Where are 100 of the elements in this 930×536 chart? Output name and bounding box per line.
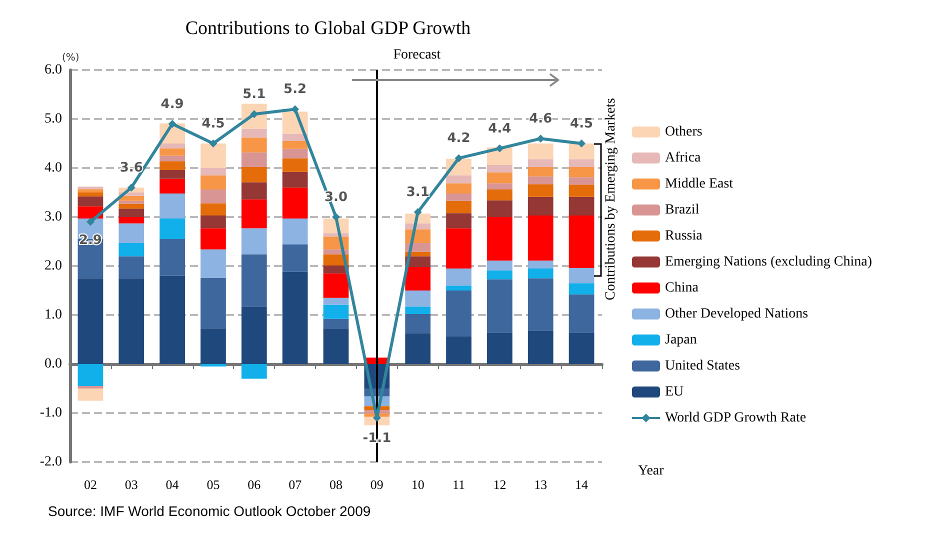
- legend-label: Other Developed Nations: [665, 306, 808, 322]
- bar: [487, 200, 512, 217]
- bar: [487, 217, 512, 261]
- bar: [568, 177, 594, 185]
- point: [332, 213, 340, 221]
- legend-label: Russia: [665, 228, 704, 244]
- y-tick-label: 5.0: [44, 112, 62, 126]
- bar: [323, 318, 349, 328]
- y-tick-label: 0.0: [44, 356, 62, 372]
- x-tick-label: 03: [124, 477, 138, 492]
- bar: [323, 273, 349, 298]
- x-tick-label: 07: [288, 477, 302, 492]
- bar: [241, 364, 267, 379]
- bar: [118, 223, 144, 243]
- bar: [118, 196, 144, 201]
- x-axis-title: Year: [638, 464, 664, 478]
- bar: [568, 159, 594, 168]
- point: [86, 218, 94, 226]
- bar: [78, 186, 104, 190]
- point: [291, 105, 300, 114]
- bar: [160, 156, 185, 162]
- bar: [528, 278, 554, 331]
- y-tick-label: -1.0: [40, 406, 62, 420]
- bar: [405, 333, 431, 364]
- data-label: 4.9: [160, 96, 184, 112]
- x-tick-label: 10: [411, 477, 424, 492]
- legend-label: Brazil: [665, 202, 700, 218]
- bar: [241, 152, 267, 168]
- bar: [528, 159, 554, 168]
- point: [209, 140, 218, 148]
- point: [168, 120, 176, 128]
- bar: [446, 290, 472, 336]
- bar: [568, 332, 594, 364]
- bar: [200, 228, 226, 250]
- source-note: Source: IMF World Economic Outlook October 2009: [48, 503, 371, 519]
- bar: [118, 200, 144, 204]
- bar: [323, 298, 349, 305]
- bar: [118, 217, 144, 224]
- bar: [78, 388, 104, 401]
- bar: [446, 286, 472, 290]
- bar: [282, 141, 308, 149]
- bar: [323, 304, 349, 319]
- bar: [282, 158, 308, 172]
- bar: [568, 268, 594, 284]
- data-label: 4.5: [570, 116, 594, 132]
- bar: [200, 249, 226, 278]
- x-tick-label: 09: [370, 477, 384, 492]
- bar: [200, 144, 226, 168]
- legend-label: Japan: [665, 332, 697, 348]
- y-tick-label: 3.0: [44, 210, 62, 224]
- bar: [241, 199, 267, 228]
- x-tick-label: 13: [534, 477, 548, 492]
- x-tick-label: 02: [84, 477, 97, 492]
- bar: [160, 178, 185, 194]
- bar: [487, 190, 512, 200]
- bar: [160, 239, 185, 276]
- bar: [241, 138, 267, 152]
- x-tick-label: 05: [206, 477, 220, 492]
- bar: [487, 260, 512, 270]
- bar: [487, 270, 512, 280]
- bar: [528, 330, 554, 364]
- x-tick-label: 11: [452, 477, 466, 492]
- bar: [282, 188, 308, 218]
- bar: [200, 328, 226, 364]
- point: [454, 154, 463, 162]
- bar: [200, 168, 226, 176]
- bar: [528, 260, 554, 268]
- bar: [200, 203, 226, 216]
- y-tick-label: 1.0: [44, 308, 62, 322]
- bar: [282, 218, 308, 244]
- bar: [118, 204, 144, 209]
- data-label: 3.1: [406, 185, 430, 200]
- bar: [282, 172, 308, 188]
- bar: [323, 328, 349, 364]
- bar: [241, 167, 267, 182]
- text: Contributions by Emerging Markets: [604, 98, 618, 300]
- bar: [200, 190, 226, 204]
- data-label: 4.5: [202, 116, 225, 132]
- bar: [405, 306, 431, 314]
- bar: [241, 254, 267, 307]
- bar: [78, 196, 104, 206]
- bar: [282, 148, 308, 158]
- point: [578, 140, 586, 148]
- y-tick-label: -2.0: [40, 454, 62, 470]
- legend-label: Africa: [665, 150, 702, 166]
- bar: [200, 278, 226, 328]
- bar: [446, 193, 472, 201]
- bar: [160, 170, 185, 179]
- bar: [241, 128, 267, 138]
- bar: [118, 242, 144, 256]
- bar: [568, 196, 594, 216]
- data-label: 5.1: [242, 87, 266, 102]
- data-label: 4.4: [488, 121, 512, 136]
- chart-title: Contributions to Global GDP Growth: [185, 18, 472, 39]
- bar: [241, 228, 267, 254]
- bar: [446, 183, 472, 194]
- bar: [405, 290, 431, 307]
- bar: [568, 283, 594, 294]
- data-label: 4.6: [529, 112, 552, 127]
- bar: [78, 278, 104, 364]
